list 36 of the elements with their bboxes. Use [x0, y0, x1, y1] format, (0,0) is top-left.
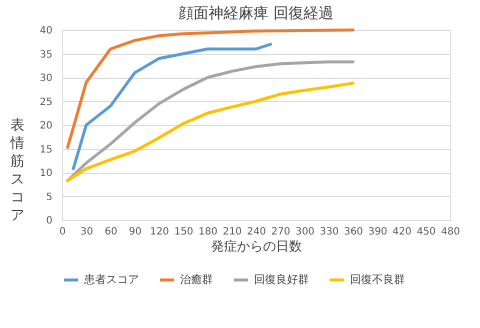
x-tick-label: 300: [295, 226, 315, 238]
y-tick-label: 10: [40, 168, 52, 179]
y-tick-label: 25: [40, 96, 52, 108]
x-tick-label: 330: [320, 226, 339, 238]
y-tick-label: 35: [40, 49, 52, 60]
x-tick-label: 210: [222, 226, 242, 238]
y-axis-title: 表情筋スコア: [10, 118, 24, 224]
x-tick-label: 240: [246, 226, 266, 238]
x-tick-label: 0: [59, 226, 66, 238]
x-tick-label: 180: [198, 226, 218, 238]
x-tick-label: 420: [392, 226, 412, 238]
x-tick-label: 480: [440, 226, 460, 238]
y-tick-label: 5: [46, 192, 52, 203]
x-tick-label: 60: [104, 226, 118, 238]
y-tick-label: 0: [46, 216, 52, 226]
x-tick-label: 360: [344, 226, 364, 238]
legend-label: 回復不良群: [350, 273, 405, 286]
x-tick-label: 120: [150, 226, 170, 238]
x-axis-title: 発症からの日数: [211, 240, 302, 254]
x-tick-label: 270: [271, 226, 290, 238]
line-series: [66, 82, 354, 182]
x-tick-label: 450: [416, 226, 436, 238]
y-tick-label: 15: [40, 144, 52, 156]
chart-title: 顔面神経麻痺 回復経過: [178, 4, 334, 22]
line-series: [66, 28, 354, 149]
y-tick-label: 40: [40, 26, 52, 36]
y-tick-label: 20: [40, 120, 52, 132]
line-series: [72, 42, 272, 170]
legend-label: 患者スコア: [83, 273, 139, 286]
y-tick-label: 30: [40, 73, 52, 84]
legend-label: 回復良好群: [254, 273, 309, 286]
legend-label: 治癒群: [180, 273, 213, 286]
x-tick-label: 150: [174, 226, 194, 238]
x-tick-label: 30: [80, 226, 94, 238]
x-tick-label: 90: [128, 226, 142, 238]
x-tick-label: 390: [368, 226, 388, 238]
